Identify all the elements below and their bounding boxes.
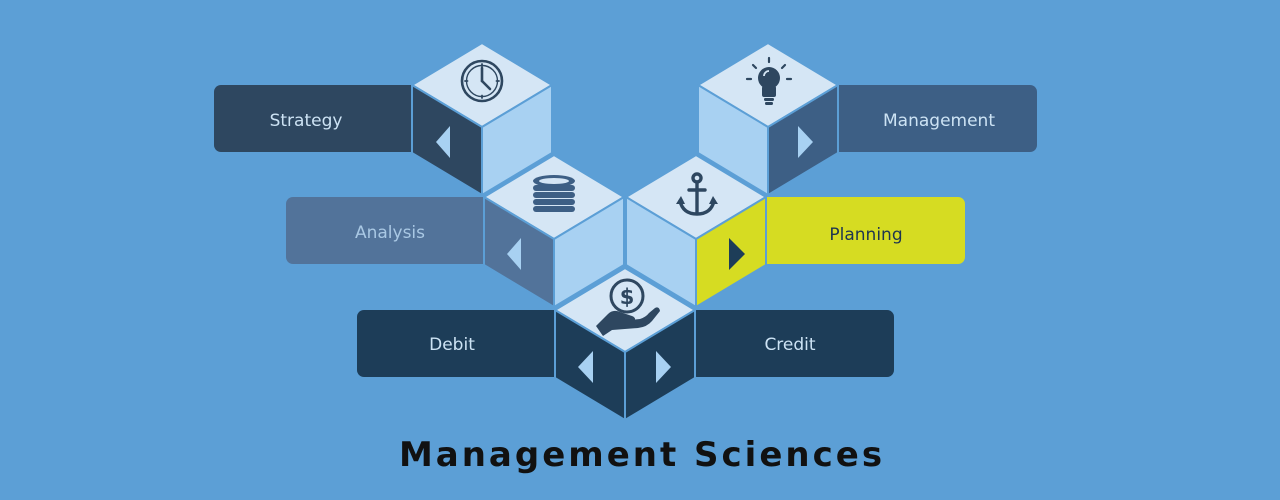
analysis-bar-bg: [286, 197, 491, 264]
clock-icon: [460, 59, 504, 103]
strategy-bar: Strategy: [214, 85, 419, 152]
debit-bar-bg: [357, 310, 562, 377]
management-bar: Management: [832, 85, 1037, 152]
coin-stack-icon: [533, 175, 575, 212]
analysis-label: Analysis: [355, 223, 425, 243]
lightbulb-icon: [745, 56, 793, 105]
strategy-arrow-icon: [436, 126, 450, 158]
strategy-cube-right: [481, 84, 553, 196]
debit-label: Debit: [429, 335, 475, 355]
strategy-label: Strategy: [270, 111, 343, 131]
diagram-title: Management Sciences: [399, 435, 885, 475]
analysis-arrow-icon: [507, 238, 521, 270]
credit-bar: Credit: [690, 310, 894, 377]
planning-label: Planning: [829, 225, 902, 245]
management-label: Management: [883, 111, 995, 131]
svg-text:$: $: [620, 285, 635, 309]
management-arrow-icon: [798, 126, 813, 158]
analysis-bar: Analysis: [286, 197, 491, 264]
debit-arrow-icon: [578, 351, 593, 383]
planning-arrow-icon: [729, 238, 745, 270]
credit-bar-bg: [690, 310, 894, 377]
debit-bar: Debit: [357, 310, 562, 377]
hand-dollar-icon: $: [596, 278, 660, 336]
credit-arrow-icon: [656, 351, 671, 383]
credit-label: Credit: [764, 335, 815, 355]
anchor-icon: [676, 172, 718, 216]
management-bar-bg: [832, 85, 1037, 152]
planning-bar: Planning: [760, 197, 965, 264]
strategy-bar-bg: [214, 85, 419, 152]
analysis-cube-right: [553, 196, 625, 308]
planning-bar-bg: [760, 197, 965, 264]
